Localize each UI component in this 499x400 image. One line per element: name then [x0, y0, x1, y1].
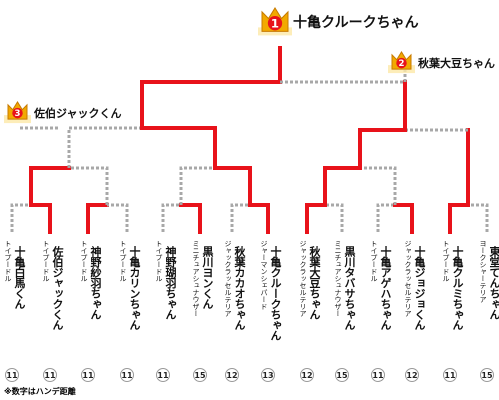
breed: ミニチュアシュナウザー	[334, 240, 342, 317]
entrant-name: 十亀ジョジョくん	[413, 246, 426, 330]
line	[161, 203, 181, 232]
handicap: 11	[157, 371, 169, 380]
note: ※数字はハンデ距離	[4, 387, 76, 396]
entrant-name: 東堂てんちゃん	[488, 246, 499, 320]
breed: ジャックラッセルテリア	[404, 240, 412, 317]
breed: トイプードル	[80, 240, 88, 282]
line	[140, 126, 217, 170]
entrant-name: 十亀クルークちゃん	[269, 246, 282, 341]
handicap-circle	[43, 368, 57, 382]
line	[376, 203, 395, 232]
handicap: 11	[6, 371, 18, 380]
handicap: 11	[372, 371, 384, 380]
breed: トイプードル	[155, 240, 163, 282]
handicap-circle	[443, 368, 457, 382]
line	[67, 126, 142, 168]
breed: トイプードル	[119, 240, 127, 282]
handicap: 12	[406, 371, 417, 380]
breed: トイプードル	[370, 240, 378, 282]
entrant-name: 黒川ヨンくん	[201, 246, 214, 309]
crown-badge	[267, 16, 283, 31]
line	[358, 128, 407, 170]
line	[179, 166, 215, 205]
entrant-name: 佐伯ジャックくん	[51, 246, 64, 330]
handicap: 11	[121, 371, 133, 380]
handicap-circle	[261, 368, 275, 382]
handicap-circle	[120, 368, 134, 382]
handicap-circle	[335, 368, 349, 382]
entrant-name: 十亀アゲハちゃん	[379, 246, 392, 330]
handicap-circle	[225, 368, 239, 382]
handicap-circle	[81, 368, 95, 382]
entrant-name: 神野瑚羽ちゃん	[164, 246, 177, 320]
entrant-name: 秋葉カカオちゃん	[233, 246, 246, 330]
entrant-name: 十亀カリンちゃん	[128, 246, 141, 330]
breed: ジャックラッセルテリア	[224, 240, 232, 317]
line	[230, 203, 250, 232]
rank-number: 1	[271, 16, 279, 30]
entrant-name: 秋葉大豆ちゃん	[308, 246, 321, 320]
crown-badge	[396, 57, 407, 69]
round-2	[29, 128, 470, 207]
handicap-circle	[300, 368, 314, 382]
line	[360, 166, 397, 205]
handicap: 12	[301, 371, 312, 380]
entrant-name: 黒川タバサちゃん	[343, 246, 356, 330]
line	[140, 46, 282, 130]
line	[29, 166, 71, 207]
handicap: 12	[226, 371, 237, 380]
handicap: 15	[336, 371, 348, 380]
line	[325, 203, 344, 232]
line	[305, 203, 327, 234]
breed: トイプードル	[42, 240, 50, 282]
line	[29, 203, 52, 234]
entrant-name: 神野紗羽ちゃん	[89, 246, 102, 320]
handicap: 11	[444, 371, 456, 380]
breed: ジャックラッセルテリア	[299, 240, 307, 317]
handicap-circle	[480, 368, 494, 382]
handicap-circle	[371, 368, 385, 382]
handicap: 13	[262, 371, 273, 380]
breed: ジャーマンシェパード	[260, 240, 268, 310]
breed: トイプードル	[442, 240, 450, 282]
entrant-name: 十亀クルミちゃん	[451, 246, 464, 330]
handicap: 15	[481, 371, 493, 380]
handicap: 11	[82, 371, 94, 380]
line	[393, 203, 414, 234]
breed: ヨークシャーテリア	[479, 240, 487, 303]
rank-number: 2	[399, 59, 405, 69]
entrant-name: 十亀白馬くん	[13, 246, 26, 309]
round-1	[10, 203, 489, 234]
handicap-circle	[193, 368, 207, 382]
breed: トイプードル	[4, 240, 12, 282]
line	[448, 203, 470, 234]
handicap-circle	[5, 368, 19, 382]
line	[323, 166, 362, 207]
line	[213, 166, 252, 207]
breed: ミニチュアシュナウザー	[192, 240, 200, 317]
handicap-circle	[405, 368, 419, 382]
rank-number: 3	[15, 109, 21, 119]
handicap: 11	[44, 371, 56, 380]
rank-name: 佐伯ジャックくん	[34, 107, 122, 120]
semifinal	[67, 126, 468, 170]
line	[69, 166, 109, 205]
handicap: 15	[194, 371, 206, 380]
rank-name: 十亀クルークちゃん	[293, 15, 419, 31]
rank-name: 秋葉大豆ちゃん	[418, 57, 495, 70]
line	[468, 203, 489, 232]
crown-badge	[12, 107, 23, 119]
handicap-circle	[156, 368, 170, 382]
line	[86, 203, 109, 234]
line	[10, 203, 31, 232]
line	[248, 203, 270, 234]
line	[107, 203, 129, 232]
final	[20, 46, 407, 132]
line	[179, 203, 202, 234]
